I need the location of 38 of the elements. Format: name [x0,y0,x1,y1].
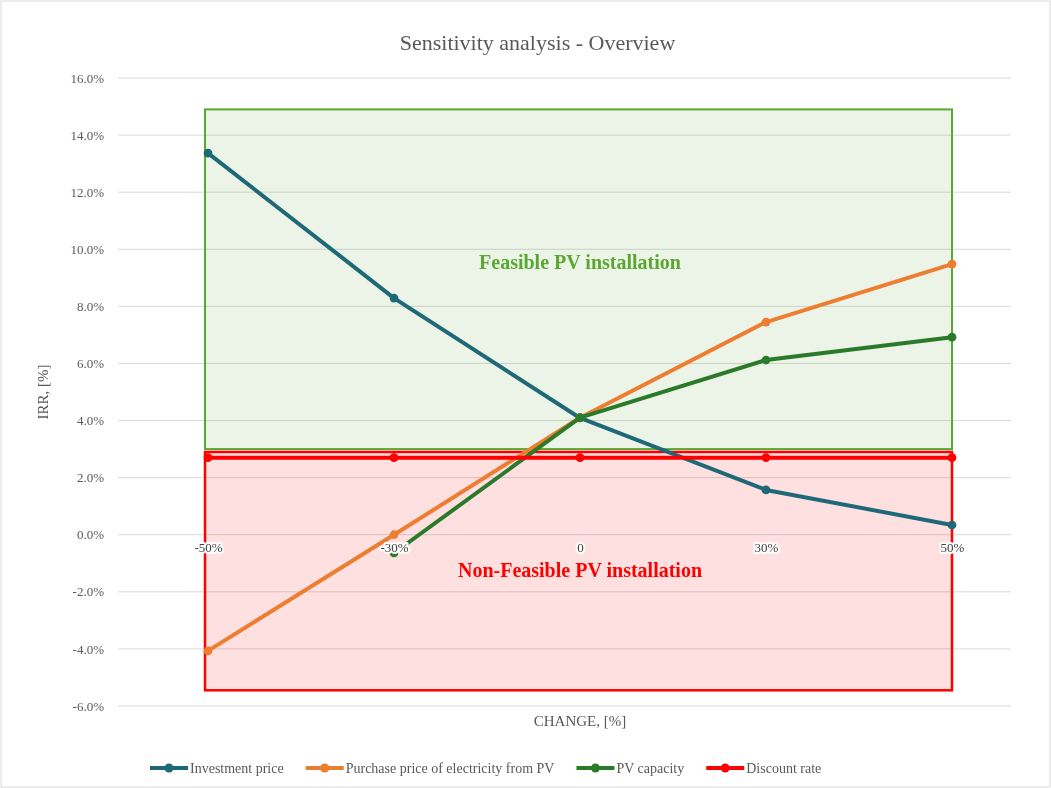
point [203,148,213,158]
point [389,453,399,463]
y-tick-label: 16.0% [70,70,105,86]
x-axis-title: CHANGE, [%] [533,713,627,729]
y-tick-label: -2.0% [72,584,105,600]
point [947,259,957,269]
point [947,520,957,530]
legend-label: Purchase price of electricity from PV [345,761,555,776]
y-tick-label: 0.0% [76,527,105,543]
point [389,530,399,540]
x-tick-label: 30% [754,539,779,555]
point [389,293,399,303]
legend-label: PV capacity [616,761,685,776]
y-tick-label: 2.0% [76,470,105,486]
y-tick-label: 8.0% [76,299,105,315]
point [761,355,771,365]
y-tick-label: -4.0% [72,641,105,657]
point [203,646,213,656]
point [203,453,213,463]
x-tick-label: 0 [577,539,584,555]
legend-label: Discount rate [746,761,822,776]
point [761,485,771,495]
legend-label: Investment price [190,761,284,776]
y-tick-label: 4.0% [76,413,105,429]
y-tick-label: 14.0% [70,127,105,143]
y-axis-title: IRR, [%] [35,364,51,420]
y-tick-label: 10.0% [70,241,105,257]
point [575,453,585,463]
chart-title: Sensitivity analysis - Overview [399,30,676,55]
point [947,332,957,342]
point [947,453,957,463]
point [761,317,771,327]
band-label: Non-Feasible PV installation [457,558,703,581]
point [761,453,771,463]
band-label: Feasible PV installation [479,251,681,274]
y-tick-label: 12.0% [70,184,105,200]
y-tick-label: 6.0% [76,356,105,372]
y-tick-label: -6.0% [72,698,105,714]
